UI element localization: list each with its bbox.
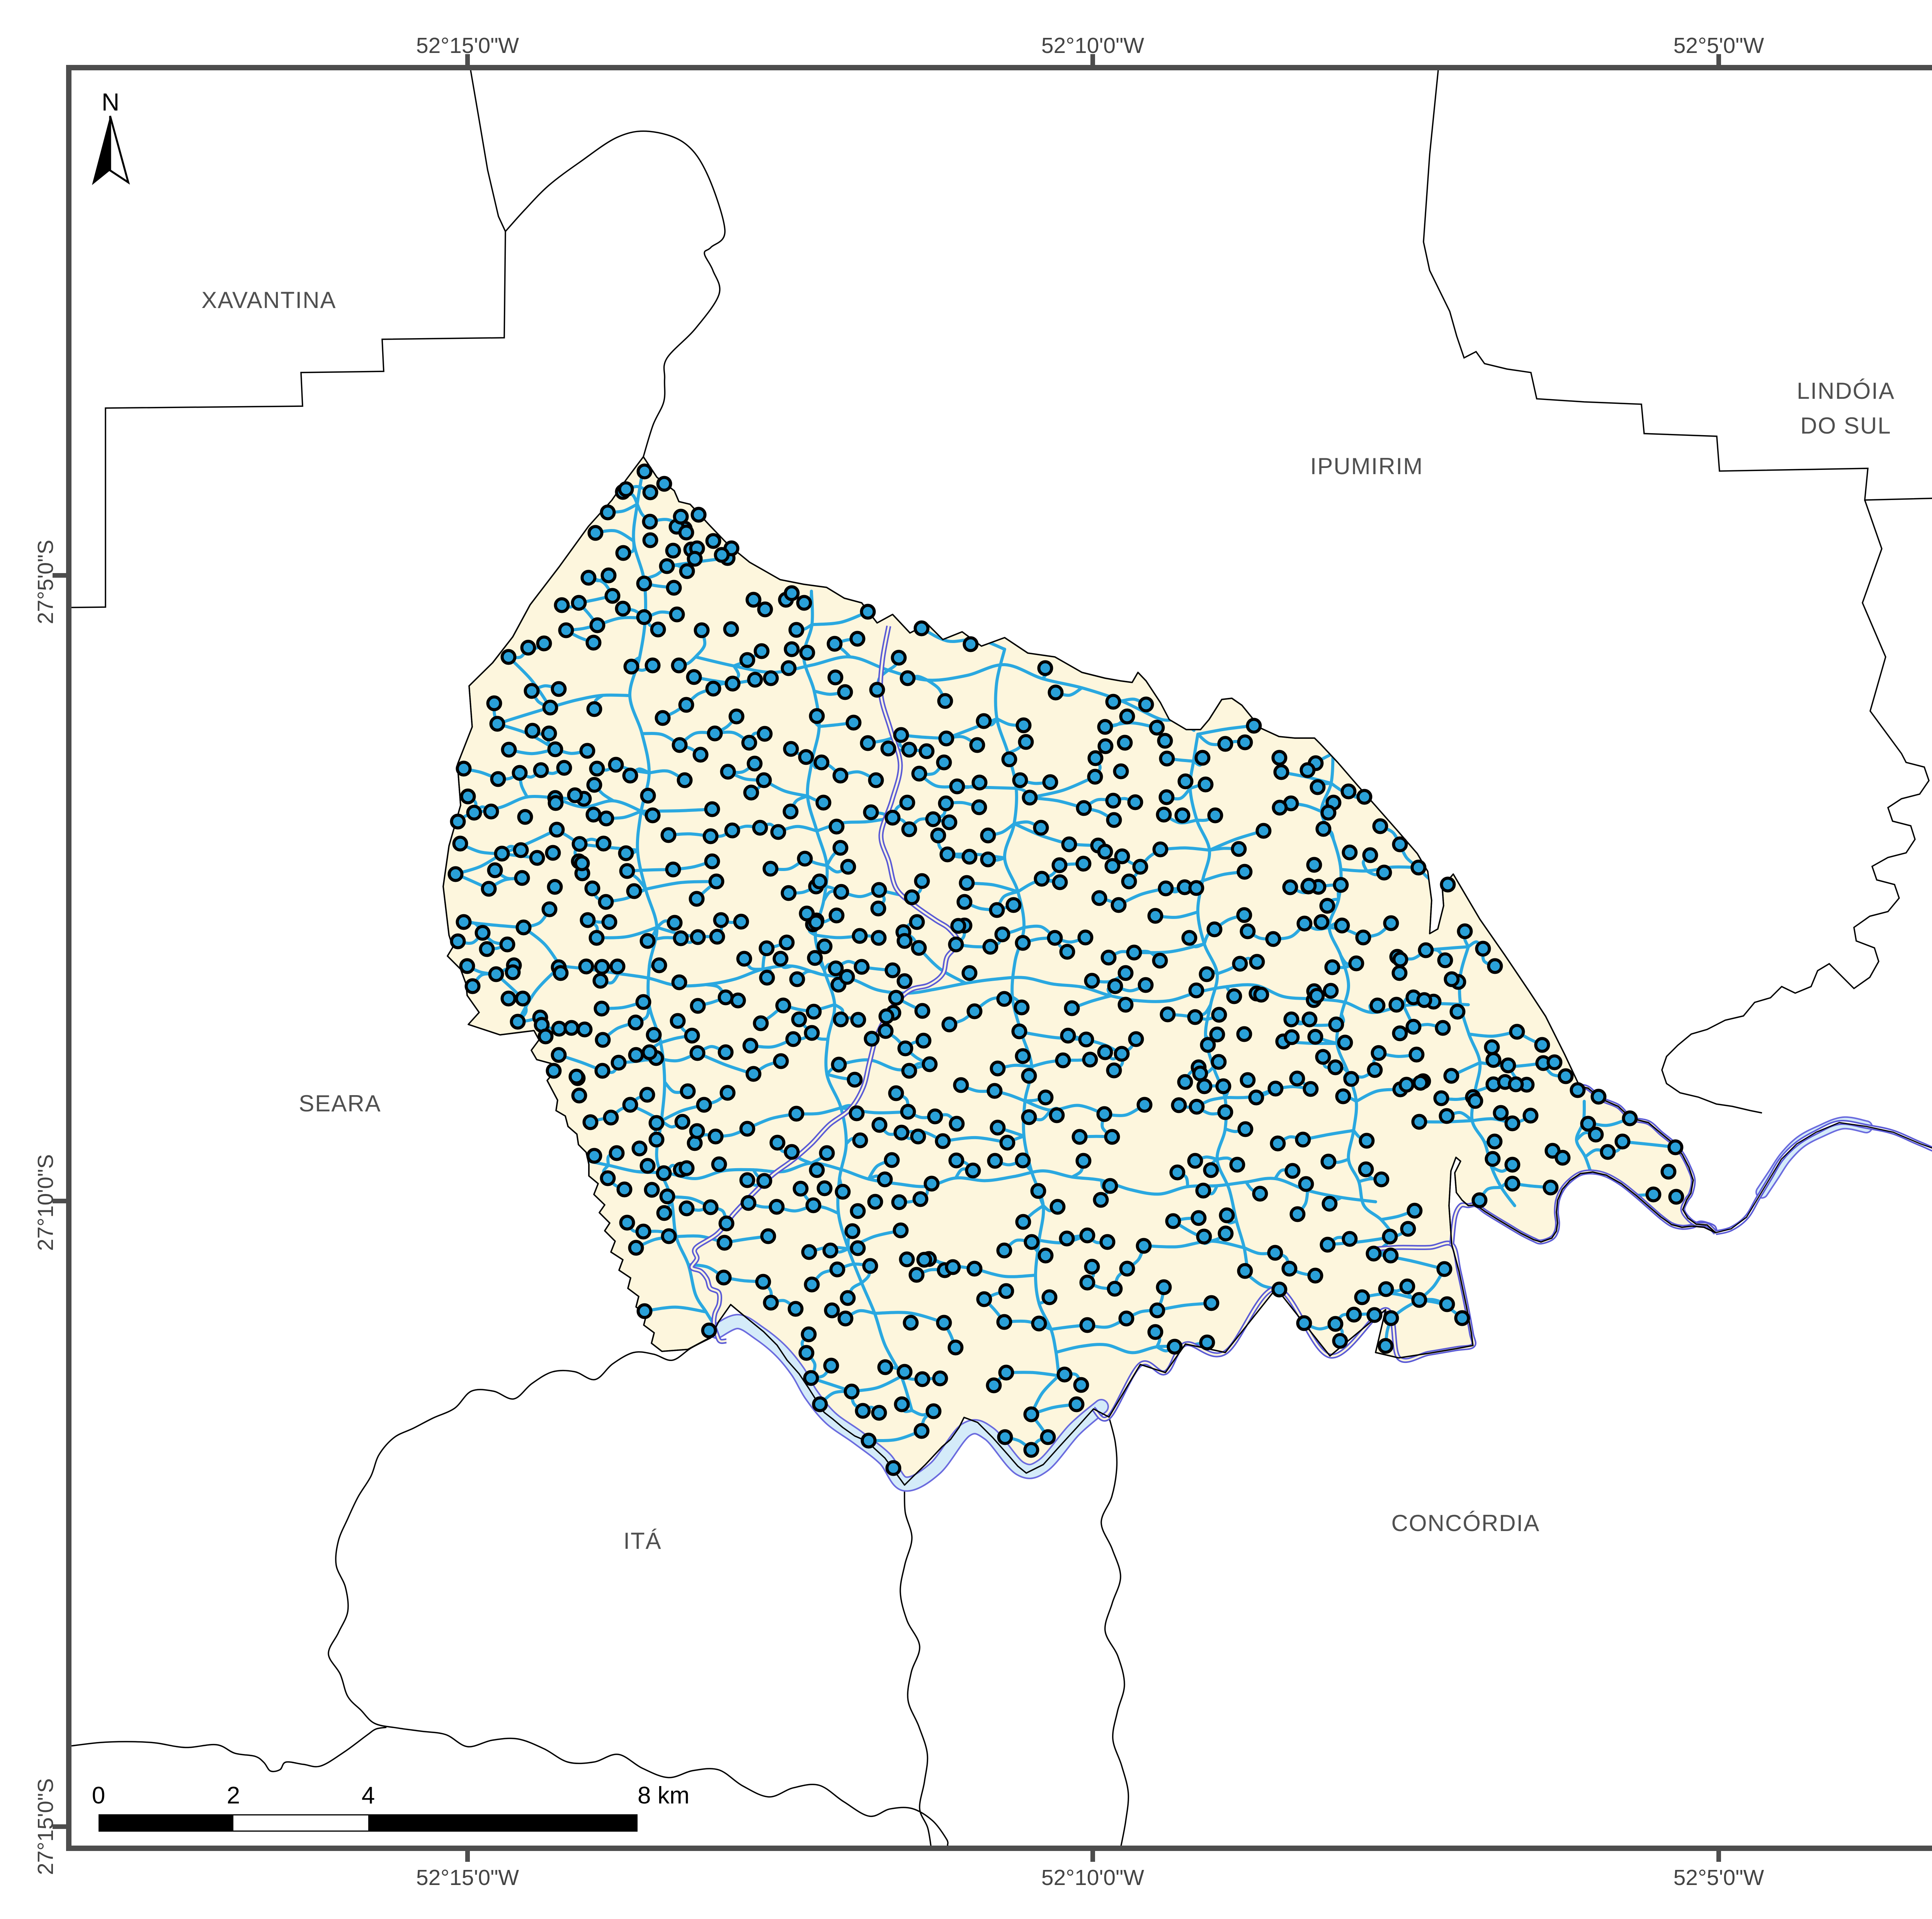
svg-text:27°15'0"S: 27°15'0"S bbox=[33, 1778, 58, 1875]
svg-text:4: 4 bbox=[362, 1782, 375, 1809]
svg-text:27°10'0"S: 27°10'0"S bbox=[33, 1154, 58, 1251]
svg-text:2: 2 bbox=[227, 1782, 240, 1809]
svg-text:LINDÓIA: LINDÓIA bbox=[1797, 378, 1895, 404]
svg-text:DO SUL: DO SUL bbox=[1800, 413, 1891, 439]
svg-text:0: 0 bbox=[92, 1782, 105, 1809]
svg-text:8 km: 8 km bbox=[638, 1782, 689, 1809]
svg-text:ITÁ: ITÁ bbox=[623, 1528, 662, 1554]
svg-text:52°15'0"W: 52°15'0"W bbox=[416, 1865, 519, 1890]
svg-text:52°5'0"W: 52°5'0"W bbox=[1673, 1865, 1764, 1890]
svg-text:52°5'0"W: 52°5'0"W bbox=[1673, 33, 1764, 58]
svg-text:52°10'0"W: 52°10'0"W bbox=[1041, 1865, 1144, 1890]
svg-text:XAVANTINA: XAVANTINA bbox=[201, 287, 336, 313]
svg-text:CONCÓRDIA: CONCÓRDIA bbox=[1391, 1510, 1540, 1536]
svg-text:IPUMIRIM: IPUMIRIM bbox=[1310, 453, 1423, 479]
svg-text:52°15'0"W: 52°15'0"W bbox=[416, 33, 519, 58]
svg-text:N: N bbox=[102, 88, 119, 116]
svg-text:52°10'0"W: 52°10'0"W bbox=[1041, 33, 1144, 58]
svg-text:27°5'0"S: 27°5'0"S bbox=[33, 540, 58, 624]
svg-text:SEARA: SEARA bbox=[299, 1090, 381, 1116]
